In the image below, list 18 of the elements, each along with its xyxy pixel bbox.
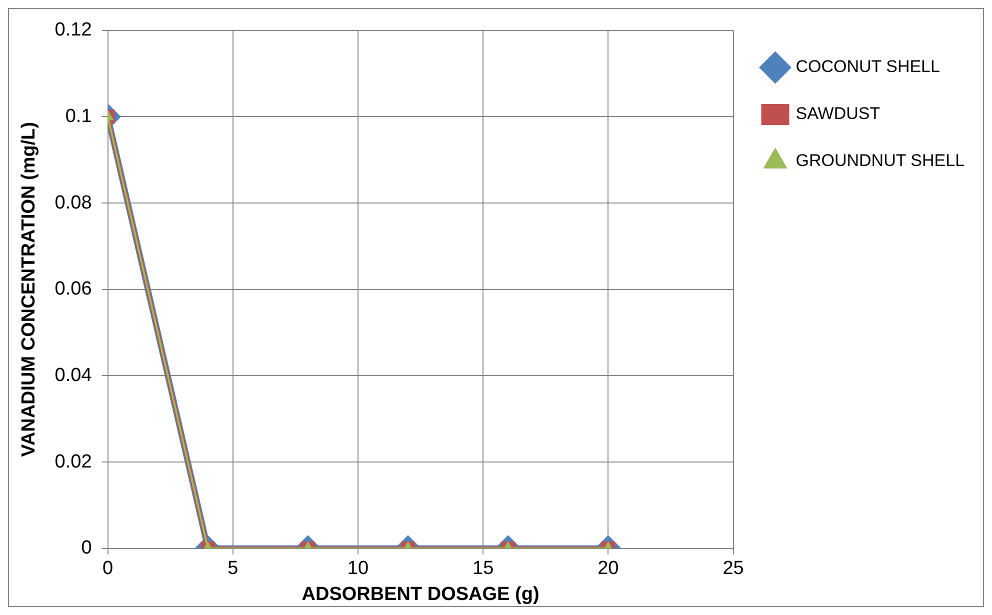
y-axis-title: VANADIUM CONCENTRATION (mg/L) [18, 122, 40, 457]
x-tick-label: 5 [228, 558, 238, 580]
y-tick-label: 0.12 [54, 20, 92, 41]
x-tick-label: 15 [472, 558, 494, 580]
x-tick-label: 25 [722, 558, 744, 580]
legend-label: GROUNDNUT SHELL [796, 151, 965, 170]
y-tick-label: 0.02 [54, 451, 92, 472]
y-tick-label: 0.06 [54, 278, 92, 300]
x-tick-label: 20 [598, 558, 619, 580]
x-tick-label: 10 [347, 558, 369, 580]
y-tick-label: 0.1 [65, 106, 92, 127]
legend-label: SAWDUST [796, 104, 880, 124]
x-axis-title: ADSORBENT DOSAGE (g) [302, 584, 540, 605]
x-tick-label: 0 [102, 558, 114, 580]
y-tick-label: 0.04 [54, 364, 92, 386]
y-tick-label: 0.08 [54, 192, 92, 214]
legend-label: COCONUT SHELL [796, 57, 940, 76]
y-tick-label: 0 [81, 538, 92, 559]
